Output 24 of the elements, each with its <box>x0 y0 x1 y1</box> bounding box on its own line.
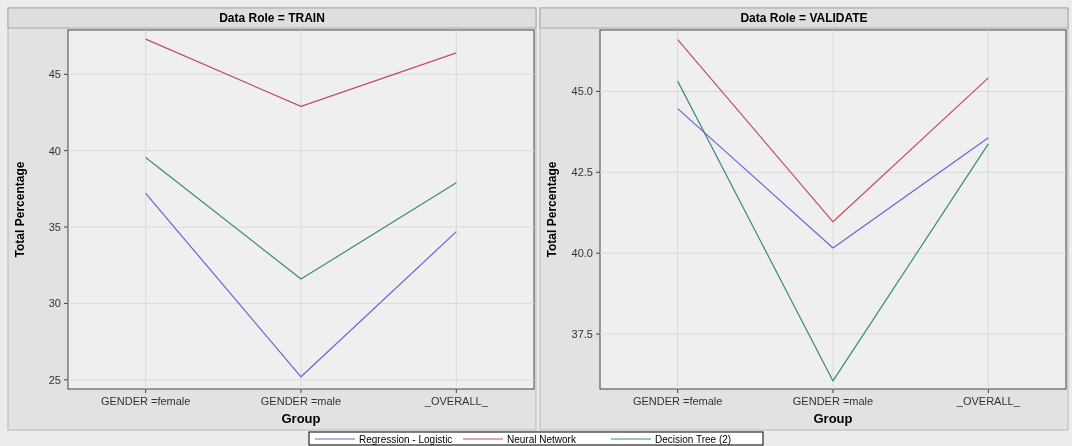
x-axis-title: Group <box>281 411 321 426</box>
x-tick-label: GENDER =male <box>792 395 874 407</box>
legend-label: Neural Network <box>507 433 577 445</box>
y-tick-label: 37.5 <box>571 328 593 341</box>
legend-label: Decision Tree (2) <box>655 433 732 445</box>
x-tick-label: GENDER =female <box>632 395 723 407</box>
chart-title: Data Role = VALIDATE <box>740 11 868 25</box>
y-tick-label: 30 <box>48 297 61 310</box>
y-tick-label: 42.5 <box>571 166 593 179</box>
y-axis-title: Total Percentage <box>545 161 559 258</box>
y-tick-label: 45 <box>48 68 61 81</box>
y-tick-label: 45.0 <box>571 85 593 98</box>
chart-title: Data Role = TRAIN <box>219 11 325 25</box>
y-tick-label: 40 <box>48 144 61 157</box>
x-tick-label: _OVERALL_ <box>423 395 489 407</box>
y-axis-title: Total Percentage <box>13 161 27 258</box>
y-tick-label: 25 <box>48 373 61 386</box>
legend-label: Regression - Logistic <box>359 433 453 445</box>
y-tick-label: 40.0 <box>571 247 593 260</box>
x-tick-label: GENDER =male <box>260 395 342 407</box>
x-tick-label: _OVERALL_ <box>955 395 1021 407</box>
x-axis-title: Group <box>813 411 853 426</box>
x-tick-label: GENDER =female <box>100 395 191 407</box>
y-tick-label: 35 <box>48 221 61 234</box>
